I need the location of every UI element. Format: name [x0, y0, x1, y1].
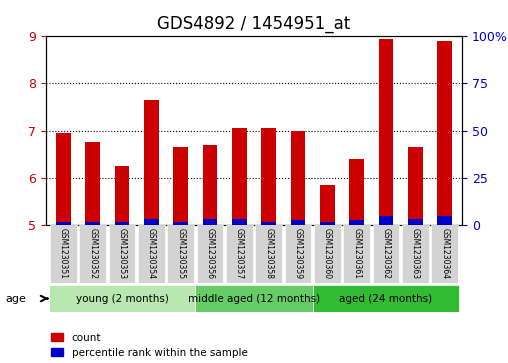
Text: GSM1230359: GSM1230359: [294, 228, 302, 279]
Bar: [203, 145, 217, 225]
FancyBboxPatch shape: [168, 225, 194, 283]
Text: GSM1230353: GSM1230353: [117, 228, 126, 279]
Bar: [261, 129, 276, 225]
Bar: [350, 220, 364, 225]
Text: GSM1230364: GSM1230364: [440, 228, 449, 279]
FancyBboxPatch shape: [196, 285, 312, 312]
FancyBboxPatch shape: [109, 225, 135, 283]
Text: GSM1230361: GSM1230361: [352, 228, 361, 279]
Bar: [378, 39, 393, 225]
FancyBboxPatch shape: [285, 225, 311, 283]
Bar: [144, 219, 158, 225]
Bar: [261, 222, 276, 225]
Bar: [56, 222, 71, 225]
FancyBboxPatch shape: [256, 225, 282, 283]
Bar: [232, 219, 247, 225]
Text: aged (24 months): aged (24 months): [339, 294, 433, 303]
FancyBboxPatch shape: [138, 225, 165, 283]
Text: young (2 months): young (2 months): [76, 294, 169, 303]
FancyBboxPatch shape: [226, 225, 252, 283]
FancyBboxPatch shape: [314, 225, 340, 283]
Text: GSM1230354: GSM1230354: [147, 228, 156, 279]
Text: GSM1230357: GSM1230357: [235, 228, 244, 279]
Text: GSM1230355: GSM1230355: [176, 228, 185, 279]
Bar: [437, 216, 452, 225]
Text: GSM1230352: GSM1230352: [88, 228, 97, 279]
FancyBboxPatch shape: [431, 225, 458, 283]
Bar: [320, 185, 335, 225]
Bar: [115, 166, 130, 225]
Bar: [173, 147, 188, 225]
Text: GSM1230358: GSM1230358: [264, 228, 273, 279]
Bar: [408, 219, 423, 225]
Bar: [85, 222, 100, 225]
Legend: count, percentile rank within the sample: count, percentile rank within the sample: [51, 333, 247, 358]
FancyBboxPatch shape: [79, 225, 106, 283]
Text: GDS4892 / 1454951_at: GDS4892 / 1454951_at: [157, 15, 351, 33]
Bar: [203, 219, 217, 225]
Bar: [320, 222, 335, 225]
Text: age: age: [5, 294, 26, 305]
Text: GSM1230356: GSM1230356: [206, 228, 214, 279]
Bar: [56, 133, 71, 225]
Text: GSM1230363: GSM1230363: [411, 228, 420, 279]
FancyBboxPatch shape: [373, 225, 399, 283]
FancyBboxPatch shape: [197, 225, 223, 283]
Text: GSM1230360: GSM1230360: [323, 228, 332, 279]
Bar: [291, 220, 305, 225]
Bar: [85, 143, 100, 225]
Bar: [378, 216, 393, 225]
FancyBboxPatch shape: [50, 225, 77, 283]
FancyBboxPatch shape: [312, 285, 459, 312]
FancyBboxPatch shape: [402, 225, 429, 283]
Text: middle aged (12 months): middle aged (12 months): [188, 294, 320, 303]
Bar: [232, 129, 247, 225]
Bar: [408, 147, 423, 225]
Text: GSM1230362: GSM1230362: [382, 228, 391, 279]
FancyBboxPatch shape: [49, 285, 196, 312]
Bar: [291, 131, 305, 225]
Bar: [173, 222, 188, 225]
Text: GSM1230351: GSM1230351: [59, 228, 68, 279]
Bar: [144, 100, 158, 225]
Bar: [350, 159, 364, 225]
Bar: [115, 222, 130, 225]
Bar: [437, 41, 452, 225]
FancyBboxPatch shape: [343, 225, 370, 283]
